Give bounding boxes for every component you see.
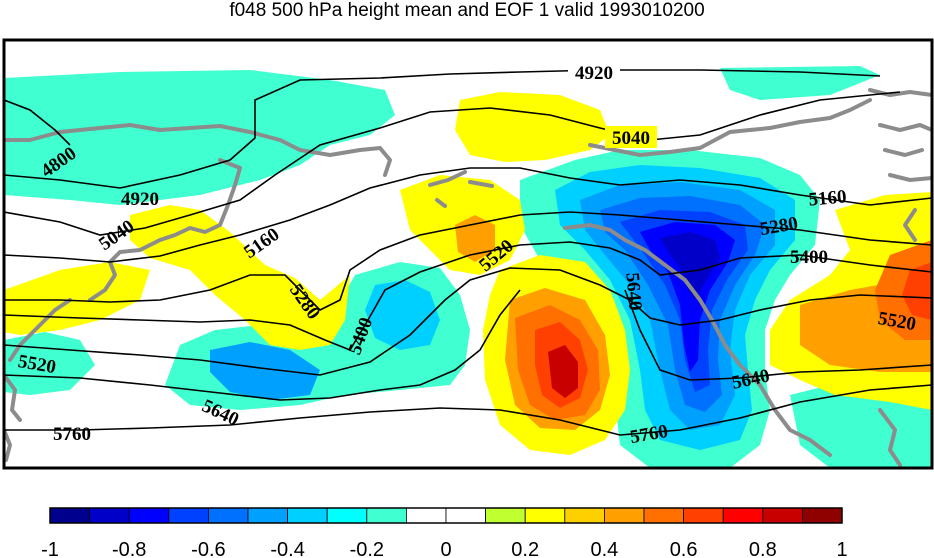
colorbar-swatch [207,507,249,524]
colorbar-swatch [643,507,684,524]
contour-line-5760 [4,384,932,436]
colorbar-swatch [168,507,209,524]
colorbar-swatch [604,507,645,524]
coastline [468,180,494,188]
coastline [868,88,932,97]
colorbar-swatch [524,507,566,524]
contour-line-4800 [4,99,71,146]
eof-anomaly-region [210,342,320,400]
coastline [4,428,12,462]
height-contours [4,69,932,436]
contour-label-background [605,126,657,148]
colorbar-tick-label: 0.6 [670,539,698,558]
eof-anomaly-region [130,205,350,350]
contour-line-5640-a [4,289,521,401]
eof-anomaly-region [548,345,578,398]
coastline [435,198,447,208]
coastline [563,223,832,457]
map-fill-layer [4,40,932,468]
colorbar-swatch [762,507,803,524]
colorbar-tick-label: -0.4 [270,539,304,558]
colorbar-tick-label: -0.6 [191,539,225,558]
colorbar-swatch [247,507,288,524]
contour-label: 4920 [121,189,159,210]
eof-anomaly-region [902,262,932,320]
contour-line-5280 [4,211,932,311]
eof-anomaly-region [455,92,610,162]
colorbar-swatch [326,507,368,524]
contour-label: 5160 [808,186,848,210]
contour-label-background [568,61,620,83]
contour-line-5520 [4,267,932,376]
coastline [588,98,872,157]
contour-label: 5640 [621,272,645,312]
colorbar-tick-label: 0.4 [590,539,618,558]
colorbar-tick-label: -0.2 [350,539,384,558]
coastline [88,158,242,302]
coastline [4,123,392,177]
colorbar-tick-label: 0.8 [749,539,777,558]
colorbar-frame [49,507,843,524]
colorbar-swatch [802,507,843,524]
coastline [883,148,924,157]
contour-line-4920 [4,69,881,189]
colorbar-swatch [287,507,328,524]
colorbar-tick-label: -0.8 [112,539,146,558]
map-frame [2,38,934,470]
coastline [903,208,917,242]
colorbar-swatch [445,507,486,524]
colorbar-swatch [722,507,764,524]
colorbar-swatch [683,507,724,524]
contour-label: 5400 [790,247,828,268]
colorbar-swatch [564,507,605,524]
contour-label: 4920 [575,63,613,84]
coastline [428,170,467,187]
colorbar-tick-label: 0 [440,539,451,558]
colorbar-swatch [485,507,526,524]
colorbar [49,507,843,524]
coastline [878,123,932,132]
eof-anomaly-region [365,280,440,350]
eof-anomaly-region [4,70,395,205]
map-title: f048 500 hPa height mean and EOF 1 valid… [229,0,705,21]
contour-label: 5760 [53,424,91,445]
coastline-layer [4,88,932,467]
colorbar-swatch [405,507,447,524]
colorbar-swatch [128,507,170,524]
colorbar-swatch [89,507,130,524]
coastline [4,373,22,422]
colorbar-tick-label: -1 [41,539,59,558]
colorbar-tick-label: 1 [836,539,847,558]
contour-label: 5040 [612,128,650,149]
contour-line-5400 [4,241,932,351]
eof-anomaly-region [4,332,95,395]
contour-line-5160 [4,167,932,263]
colorbar-tick-labels: -1 -0.8 -0.6 -0.4 -0.2 0 0.2 0.4 0.6 0.8 1 [41,539,847,558]
eof-anomaly-region [660,232,720,300]
colorbar-swatch [366,507,407,524]
colorbar-tick-label: 0.2 [511,539,539,558]
coastline [8,298,72,362]
contour-line-5640-b [624,289,932,381]
contour-line-5040 [4,91,901,236]
coastline [878,408,902,467]
coastline [888,173,932,182]
colorbar-swatch [49,507,90,524]
